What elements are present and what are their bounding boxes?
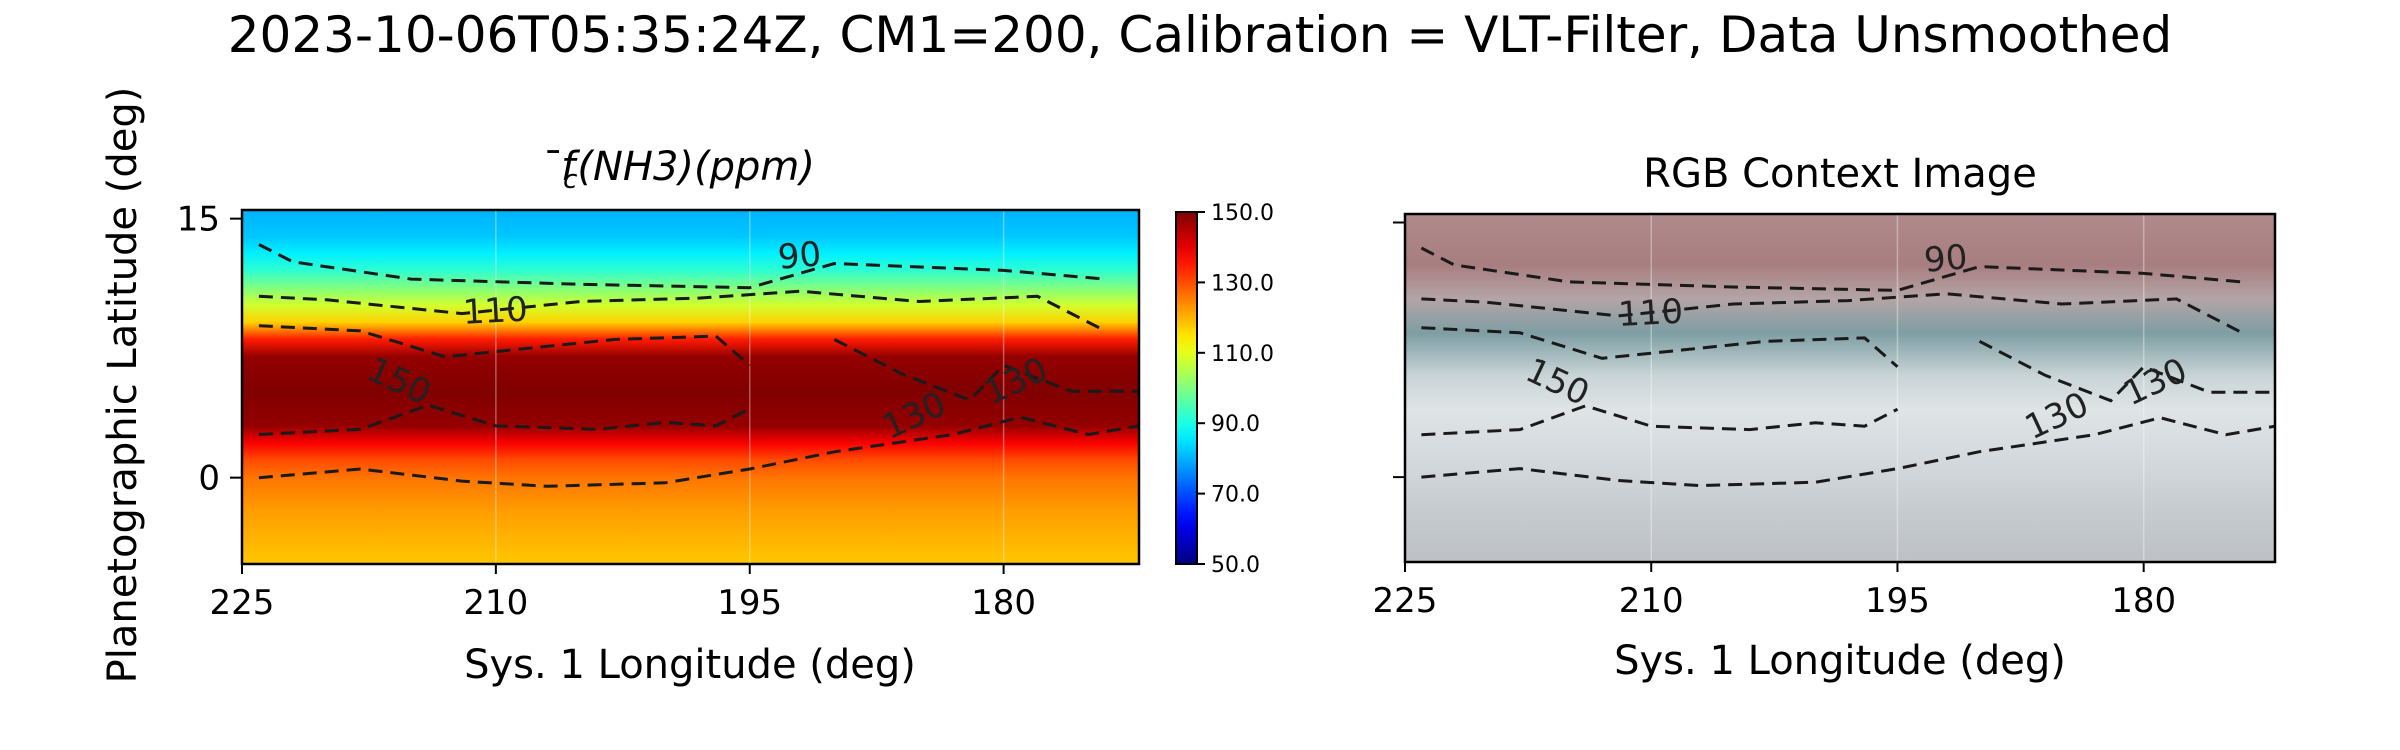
nh3-panel-title: f̄c(NH3)(ppm) <box>547 144 815 195</box>
contour-line-90 <box>1420 246 2243 292</box>
contour-label: 90 <box>1922 237 1969 281</box>
x-tick-label: 180 <box>971 583 1036 623</box>
rgb-axis-ticks: 225 210 195 180 <box>1373 221 2176 621</box>
rgb-panel-title: RGB Context Image <box>1643 151 2037 197</box>
nh3-x-axis-label: Sys. 1 Longitude (deg) <box>464 642 916 688</box>
colorbar: 150.0 130.0 110.0 90.0 70.0 50.0 <box>1175 201 1274 578</box>
rgb-plot-frame <box>1403 212 2277 564</box>
nh3-axis-ticks: 225 210 195 180 15 0 <box>177 200 1036 623</box>
x-tick-label: 225 <box>1373 581 1438 621</box>
colorbar-tick-label: 130.0 <box>1211 271 1274 296</box>
x-tick-label: 180 <box>2111 581 2176 621</box>
x-tick-label: 225 <box>210 583 275 623</box>
figure-suptitle: 2023-10-06T05:35:24Z, CM1=200, Calibrati… <box>228 6 2173 64</box>
contour-label: 110 <box>462 290 529 333</box>
y-axis-label: Planetographic Latitude (deg) <box>100 87 146 684</box>
contour-line-130 <box>1421 416 2276 488</box>
contour-label: 110 <box>1617 292 1684 335</box>
colorbar-ticks: 150.0 130.0 110.0 90.0 70.0 50.0 <box>1197 201 1274 578</box>
colorbar-frame <box>1175 211 1198 565</box>
x-tick-label: 195 <box>717 583 782 623</box>
contour-line-130 <box>1978 339 2275 403</box>
colorbar-tick-label: 70.0 <box>1211 483 1260 508</box>
nh3-plot-frame <box>240 208 1141 566</box>
rgb-x-axis-label: Sys. 1 Longitude (deg) <box>1614 638 2066 684</box>
contour-line-150 <box>1421 326 1899 368</box>
x-tick-label: 195 <box>1865 581 1930 621</box>
colorbar-tick-label: 90.0 <box>1211 412 1260 437</box>
y-tick-label: 15 <box>177 200 220 240</box>
contour-label: 90 <box>776 234 823 278</box>
x-tick-label: 210 <box>463 583 528 623</box>
colorbar-tick-label: 50.0 <box>1211 553 1260 578</box>
contour-line-110 <box>1421 292 2243 335</box>
contour-line-130 <box>258 415 1140 488</box>
x-tick-label: 210 <box>1619 581 1684 621</box>
colorbar-gradient <box>1176 212 1197 564</box>
contour-line-110 <box>258 289 1106 333</box>
colorbar-tick-label: 150.0 <box>1211 201 1274 226</box>
contour-line-150 <box>258 324 751 367</box>
y-tick-label: 0 <box>198 459 220 499</box>
contour-line-150 <box>1421 404 1899 437</box>
contour-line-150 <box>258 403 751 436</box>
colorbar-tick-label: 110.0 <box>1211 342 1274 367</box>
